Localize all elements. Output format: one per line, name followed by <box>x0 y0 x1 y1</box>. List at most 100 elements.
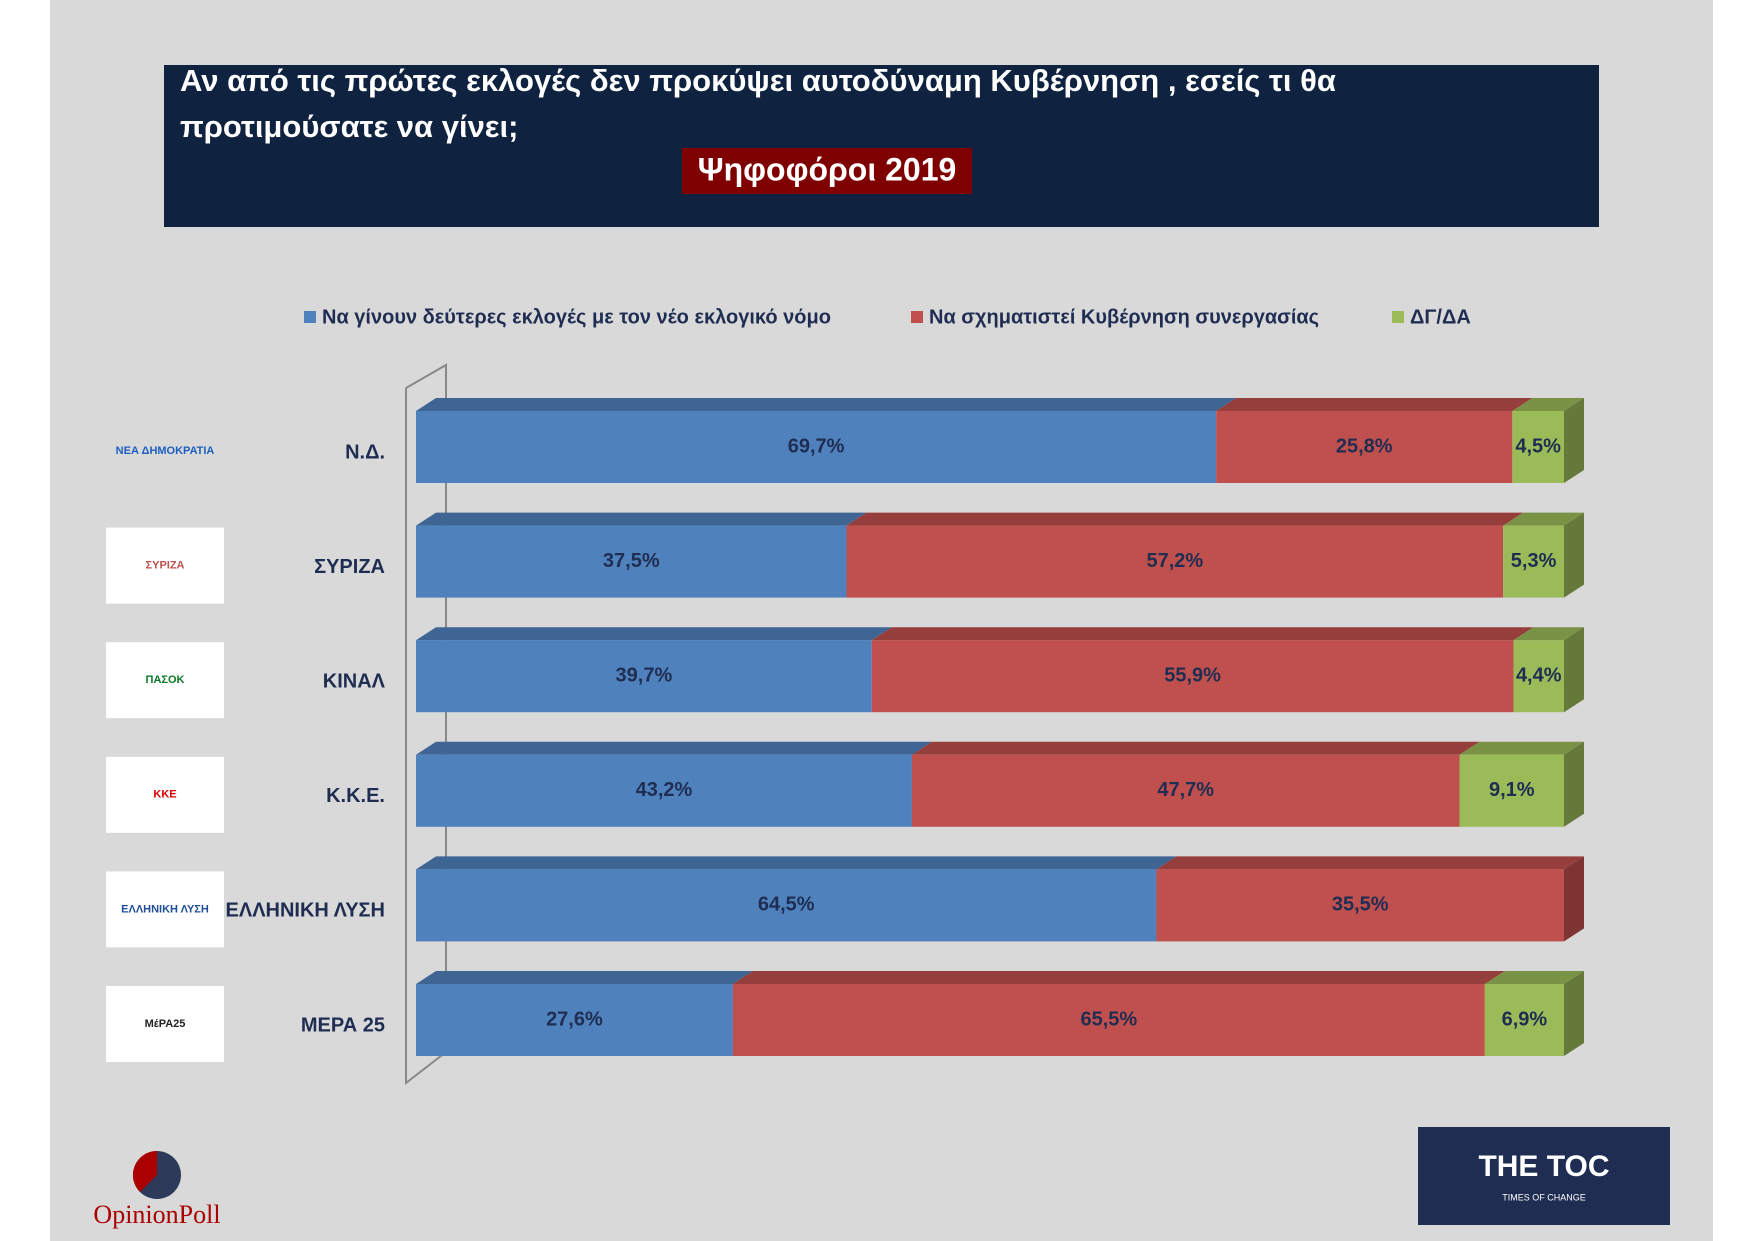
bar-front <box>1512 411 1564 483</box>
value-label: 4,4% <box>1516 664 1562 686</box>
title-box <box>164 65 1599 227</box>
toc-logo: THE TOC <box>1478 1150 1609 1183</box>
bar-top <box>1216 398 1533 411</box>
bar-front <box>416 640 872 713</box>
bar-top <box>732 971 1505 984</box>
bar-top <box>416 741 932 755</box>
subtitle: Ψηφοφόροι 2019 <box>698 151 957 187</box>
logo-box <box>106 986 224 1062</box>
logo-text: ΕΛΛΗΝΙΚΗ ΛΥΣΗ <box>121 903 209 915</box>
bar-side <box>1564 627 1584 713</box>
bar-front <box>1484 984 1564 1056</box>
logo-box <box>106 413 224 489</box>
bar-top <box>871 627 1534 641</box>
bar-segment <box>416 971 753 1056</box>
bar-front <box>1216 411 1513 483</box>
bar-side <box>1564 856 1584 942</box>
bar-top <box>416 971 753 984</box>
op-logo-slice <box>132 1151 157 1192</box>
bar-front <box>416 984 733 1056</box>
legend-swatch <box>304 311 316 323</box>
bar-top <box>911 741 1480 755</box>
logo-box <box>106 871 224 948</box>
bar-top <box>416 627 892 641</box>
bar-top <box>1503 512 1584 526</box>
logo-box <box>106 527 224 604</box>
category-label: ΣΥΡΙΖΑ <box>314 556 385 578</box>
bar-top <box>846 512 1524 526</box>
value-label: 65,5% <box>1080 1008 1137 1030</box>
bar-front <box>1503 525 1564 598</box>
chart-title: Αν από τις πρώτες εκλογές δεν προκύψει α… <box>180 63 1336 144</box>
bar-side <box>1564 741 1584 827</box>
bar-top <box>1459 741 1584 755</box>
op-logo-text: OpinionPoll <box>93 1200 220 1229</box>
bar-top <box>1512 398 1584 411</box>
bar-top <box>1513 627 1584 641</box>
value-label: 55,9% <box>1164 664 1221 686</box>
subtitle-box <box>682 148 972 194</box>
value-label: 6,9% <box>1502 1008 1548 1030</box>
value-label: 5,3% <box>1511 550 1557 572</box>
bar-side <box>1564 512 1584 598</box>
bar-front <box>416 411 1217 483</box>
bar-segment <box>1156 856 1584 942</box>
bar-segment <box>416 398 1237 483</box>
value-label: 39,7% <box>616 664 673 686</box>
value-label: 4,5% <box>1515 435 1561 457</box>
category-label: Κ.Κ.Ε. <box>326 785 385 807</box>
bar-side <box>1564 398 1584 483</box>
bar-front <box>416 525 847 598</box>
bar-front <box>911 754 1460 827</box>
bar-segment <box>416 627 892 713</box>
value-label: 27,6% <box>546 1008 603 1030</box>
bar-segment <box>911 741 1480 827</box>
bar-top <box>416 512 867 526</box>
value-label: 57,2% <box>1146 550 1203 572</box>
bar-top <box>1156 856 1584 870</box>
bar-front <box>416 754 912 827</box>
bar-segment <box>1503 512 1584 598</box>
bar-top <box>416 398 1237 411</box>
bar-front <box>416 869 1157 942</box>
legend-swatch <box>911 311 923 323</box>
bar-segment <box>416 741 932 827</box>
value-label: 35,5% <box>1332 894 1389 916</box>
value-label: 37,5% <box>603 550 660 572</box>
bar-front <box>1156 869 1564 942</box>
category-label: Ν.Δ. <box>345 441 385 463</box>
logo-box <box>106 642 224 719</box>
bar-segment <box>846 512 1524 598</box>
bar-segment <box>416 856 1177 942</box>
value-label: 69,7% <box>788 435 845 457</box>
value-label: 9,1% <box>1489 779 1535 801</box>
value-label: 25,8% <box>1336 435 1393 457</box>
legend-label: ΔΓ/ΔΑ <box>1410 306 1471 328</box>
category-label: ΜΕΡΑ 25 <box>301 1014 385 1036</box>
bar-segment <box>1484 971 1584 1056</box>
category-label: ΕΛΛΗΝΙΚΗ ΛΥΣΗ <box>226 900 385 922</box>
logo-box <box>106 756 224 833</box>
bar-segment <box>732 971 1505 1056</box>
bar-top <box>1484 971 1584 984</box>
logo-text: ΠΑΣΟΚ <box>146 674 185 686</box>
value-label: 47,7% <box>1157 779 1214 801</box>
logo-text: ΚΚΕ <box>153 789 176 801</box>
bar-front <box>732 984 1485 1056</box>
bar-top <box>416 856 1177 870</box>
legend-label: Να σχηματιστεί Κυβέρνηση συνεργασίας <box>929 306 1319 328</box>
bar-segment <box>1513 627 1584 713</box>
bar-front <box>1459 754 1564 827</box>
category-label: ΚΙΝΑΛ <box>323 670 386 692</box>
bar-segment <box>1512 398 1584 483</box>
bar-front <box>1513 640 1564 713</box>
value-label: 64,5% <box>758 894 815 916</box>
toc-sub: TIMES OF CHANGE <box>1502 1192 1586 1202</box>
logo-text: ΣΥΡΙΖΑ <box>146 560 185 572</box>
bar-segment <box>416 512 867 598</box>
bar-front <box>871 640 1514 713</box>
bar-side <box>1564 971 1584 1056</box>
legend-label: Να γίνουν δεύτερες εκλογές με τον νέο εκ… <box>322 306 831 328</box>
